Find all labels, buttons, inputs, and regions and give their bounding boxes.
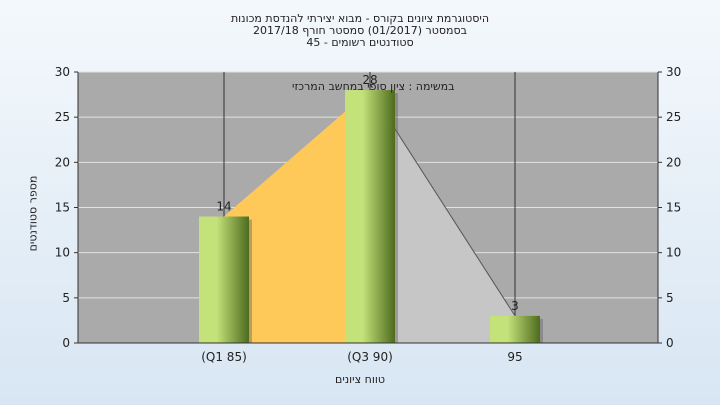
y-axis-label: מספר סטודנטים: [26, 175, 40, 252]
y-tick-label-right-0: 0: [666, 336, 674, 350]
x-axis-label: טווח ציונים: [335, 373, 385, 386]
y-tick-label-right-20: 20: [666, 155, 681, 169]
data-label-0: 14: [216, 200, 231, 214]
y-tick-label-left-30: 30: [55, 65, 70, 79]
y-tick-label-left-5: 5: [62, 291, 70, 305]
chart-title-line-3: 45 - סטודנטים רשומים: [306, 36, 414, 49]
bar-0: [199, 216, 249, 343]
y-tick-label-left-10: 10: [55, 246, 70, 260]
y-tick-label-left-15: 15: [55, 201, 70, 215]
y-tick-label-right-25: 25: [666, 110, 681, 124]
chart-annotation: במשימה : ציון סופי במחשב המרכזי: [292, 80, 455, 93]
chart-title-line-2: בסמסטר (01/2017) סמסטר חורף 2017/18: [253, 24, 467, 37]
y-tick-label-right-5: 5: [666, 291, 674, 305]
tail-area: [370, 90, 515, 343]
y-tick-label-left-25: 25: [55, 110, 70, 124]
x-tick-label-2: 95: [507, 350, 522, 364]
y-tick-label-left-20: 20: [55, 155, 70, 169]
bar-1: [345, 90, 395, 343]
bar-2: [490, 315, 540, 343]
quartile-area: [224, 90, 370, 343]
data-label-1: 28: [362, 73, 377, 87]
y-tick-label-right-10: 10: [666, 246, 681, 260]
data-label-2: 3: [511, 299, 519, 313]
x-tick-label-0: (Q1 85): [201, 350, 247, 364]
chart-title-line-1: היסטוגרמת ציונים בקורס - מבוא יצירתי להנ…: [230, 12, 490, 25]
y-tick-label-left-0: 0: [62, 336, 70, 350]
x-tick-label-1: (Q3 90): [347, 350, 393, 364]
y-tick-label-right-30: 30: [666, 65, 681, 79]
y-tick-label-right-15: 15: [666, 201, 681, 215]
